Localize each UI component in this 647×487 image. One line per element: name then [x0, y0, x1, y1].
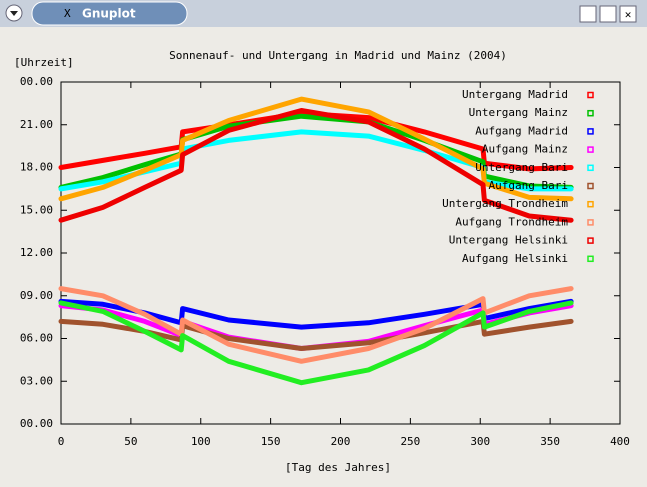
legend-label: Untergang Trondheim — [442, 197, 568, 210]
legend-label: Untergang Helsinki — [449, 234, 568, 247]
y-tick-label: 09.00 — [20, 289, 53, 302]
legend-marker — [587, 182, 594, 190]
legend-marker — [587, 200, 594, 208]
title-tab — [31, 1, 188, 26]
legend-marker — [587, 109, 594, 117]
legend-label: Untergang Bari — [475, 161, 568, 174]
x-tick-label: 250 — [400, 435, 420, 448]
legend-label: Aufgang Madrid — [475, 124, 568, 137]
x-tick-label: 100 — [191, 435, 211, 448]
legend-marker — [587, 237, 594, 244]
legend-label: Aufgang Helsinki — [462, 252, 568, 265]
legend-label: Untergang Madrid — [462, 88, 568, 101]
legend-label: Aufgang Trondheim — [455, 215, 568, 228]
legend-marker — [587, 219, 594, 226]
y-tick-label: 18.00 — [20, 161, 53, 174]
y-axis-label: [Uhrzeit] — [14, 56, 74, 69]
legend-marker — [587, 128, 594, 135]
legend-label: Untergang Mainz — [469, 106, 568, 119]
x-tick-label: 0 — [58, 435, 65, 448]
legend-marker — [587, 146, 594, 153]
legend-label: Aufgang Mainz — [482, 143, 568, 156]
x-tick-label: 50 — [124, 435, 137, 448]
x-tick-label: 150 — [261, 435, 281, 448]
x-tick-label: 400 — [610, 435, 630, 448]
x-tick-label: 350 — [540, 435, 560, 448]
y-tick-label: 00.00 — [20, 75, 53, 88]
series-line — [58, 300, 574, 386]
menu-icon — [10, 11, 18, 16]
x-axis-label: [Tag des Jahres] — [285, 461, 391, 474]
chart-title: Sonnenauf- und Untergang in Madrid und M… — [169, 49, 507, 62]
x-tick-label: 300 — [470, 435, 490, 448]
legend-marker — [587, 255, 594, 263]
window-title: Gnuplot — [82, 7, 136, 21]
close-button[interactable] — [619, 5, 637, 23]
maximize-button[interactable] — [599, 5, 617, 23]
legend-marker — [587, 164, 594, 172]
legend-marker — [587, 91, 594, 99]
x-tick-label: 200 — [331, 435, 351, 448]
y-tick-label: 15.00 — [20, 203, 53, 216]
minimize-button[interactable] — [579, 5, 597, 23]
y-tick-label: 21.00 — [20, 118, 53, 131]
legend-label: Aufgang Bari — [489, 179, 568, 192]
x-icon: X — [64, 7, 71, 20]
y-tick-label: 00.00 — [20, 417, 53, 430]
y-tick-label: 06.00 — [20, 332, 53, 345]
y-tick-label: 12.00 — [20, 246, 53, 259]
series-line — [58, 108, 574, 223]
close-icon: ✕ — [625, 8, 632, 21]
y-tick-label: 03.00 — [20, 374, 53, 387]
